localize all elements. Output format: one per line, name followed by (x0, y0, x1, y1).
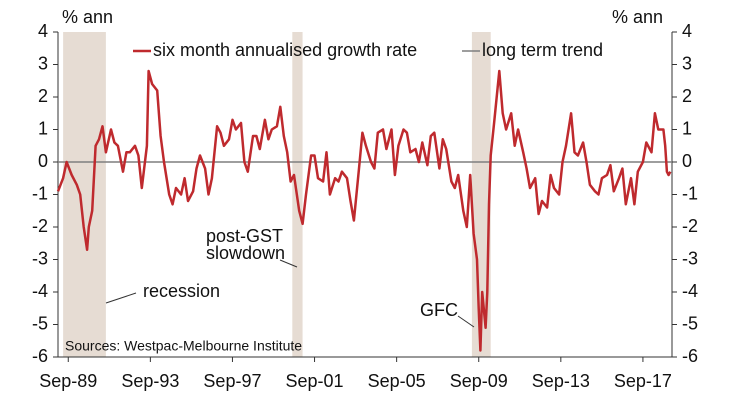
annotation: post-GST (206, 226, 283, 246)
annotation: slowdown (206, 243, 285, 263)
y-tick-label: -6 (32, 346, 48, 366)
y2-tick-label: -2 (682, 216, 698, 236)
x-tick-label: Sep-89 (39, 371, 97, 391)
legend-label: six month annualised growth rate (153, 40, 417, 60)
y-tick-label: -4 (32, 281, 48, 301)
y-tick-label: 2 (38, 86, 48, 106)
x-tick-label: Sep-97 (203, 371, 261, 391)
y-tick-label: 1 (38, 118, 48, 138)
series-line (56, 69, 672, 352)
leader-line (279, 259, 298, 268)
y2-tick-label: -3 (682, 248, 698, 268)
leader-line (105, 292, 137, 304)
y2-tick-label: 4 (682, 21, 692, 41)
y-tick-label: -3 (32, 248, 48, 268)
y2-axis-unit: % ann (612, 7, 663, 27)
y-axis-unit: % ann (62, 7, 113, 27)
source-note: Sources: Westpac-Melbourne Institute (65, 338, 302, 354)
y2-tick-label: -1 (682, 183, 698, 203)
y2-tick-label: -4 (682, 281, 698, 301)
leader-line (457, 315, 475, 328)
x-tick-label: Sep-09 (450, 371, 508, 391)
y-tick-label: 4 (38, 21, 48, 41)
y-tick-label: -2 (32, 216, 48, 236)
y-tick-label: 3 (38, 53, 48, 73)
annotation: GFC (420, 300, 458, 320)
y2-tick-label: 3 (682, 53, 692, 73)
x-tick-label: Sep-01 (286, 371, 344, 391)
x-tick-label: Sep-13 (532, 371, 590, 391)
x-tick-label: Sep-93 (121, 371, 179, 391)
legend-label: long term trend (482, 40, 603, 60)
y2-tick-label: 1 (682, 118, 692, 138)
y2-tick-label: -6 (682, 346, 698, 366)
recession-shade (63, 32, 106, 357)
y2-tick-label: -5 (682, 313, 698, 333)
x-tick-label: Sep-05 (368, 371, 426, 391)
y2-tick-label: 0 (682, 151, 692, 171)
y-tick-label: -5 (32, 313, 48, 333)
annotation: recession (143, 281, 220, 301)
y2-tick-label: 2 (682, 86, 692, 106)
x-tick-label: Sep-17 (614, 371, 672, 391)
y-tick-label: 0 (38, 151, 48, 171)
y-tick-label: -1 (32, 183, 48, 203)
